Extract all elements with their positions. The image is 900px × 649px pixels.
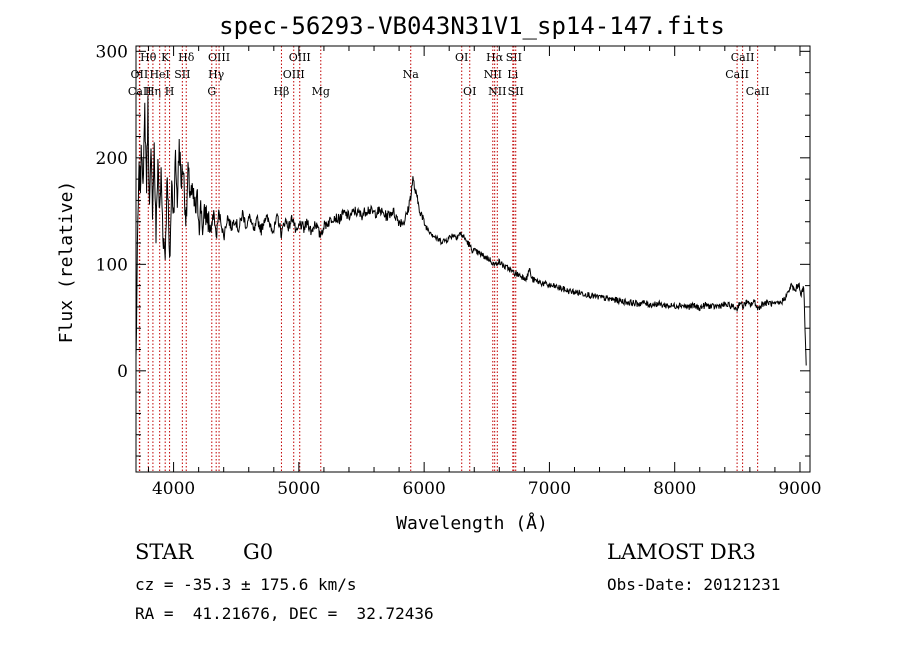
y-axis-label: Flux (relative) bbox=[56, 181, 77, 344]
line-label-0: Hθ bbox=[140, 51, 157, 64]
line-label-8: Hδ bbox=[178, 51, 195, 64]
y-tick-label-0: 0 bbox=[117, 362, 128, 382]
line-label-19: Hα bbox=[486, 51, 504, 64]
line-label-6: SII bbox=[174, 68, 190, 81]
redshift-velocity: cz = -35.3 ± 175.6 km/s bbox=[135, 575, 357, 594]
x-tick-label-4000: 4000 bbox=[152, 479, 195, 499]
line-label-20: SII bbox=[506, 51, 522, 64]
x-tick-label-6000: 6000 bbox=[403, 479, 446, 499]
survey-name: LAMOST DR3 bbox=[607, 540, 756, 564]
object-class: STAR bbox=[135, 540, 194, 564]
line-label-2: CaII bbox=[128, 85, 152, 98]
line-markers: HθOIICaIIHηHeIKSIIHHδOIIIHγGHβOIIIOIIIMg… bbox=[128, 46, 770, 472]
spectrum-line bbox=[135, 95, 807, 366]
plot-frame bbox=[135, 45, 811, 473]
object-subclass: G0 bbox=[243, 540, 274, 564]
y-tick-label-200: 200 bbox=[96, 149, 128, 169]
line-label-17: OI bbox=[455, 51, 468, 64]
y-tick-label-300: 300 bbox=[96, 42, 128, 62]
spectrum-layer bbox=[135, 95, 807, 366]
line-label-9: OIII bbox=[208, 51, 230, 64]
line-label-24: SII bbox=[508, 85, 524, 98]
line-label-26: CaII bbox=[725, 68, 749, 81]
line-label-12: Hβ bbox=[273, 85, 289, 98]
line-label-11: G bbox=[207, 85, 216, 98]
line-label-13: OIII bbox=[289, 51, 311, 64]
line-label-7: H bbox=[165, 85, 175, 98]
line-label-10: Hγ bbox=[208, 68, 225, 81]
line-label-14: OIII bbox=[283, 68, 305, 81]
axes: 4000 5000 6000 7000 8000 9000 0 100 200 300 bbox=[96, 42, 822, 499]
line-label-5: K bbox=[161, 51, 170, 64]
observation-date: Obs-Date: 20121231 bbox=[607, 575, 781, 594]
line-label-16: Na bbox=[403, 68, 420, 81]
line-label-25: CaII bbox=[731, 51, 755, 64]
x-tick-label-9000: 9000 bbox=[778, 479, 821, 499]
x-axis-label: Wavelength (Å) bbox=[396, 512, 548, 534]
x-tick-label-8000: 8000 bbox=[653, 479, 696, 499]
line-label-21: NII bbox=[484, 68, 502, 81]
chart-title: spec-56293-VB043N31V1_sp14-147.fits bbox=[219, 12, 725, 40]
x-tick-label-7000: 7000 bbox=[528, 479, 571, 499]
line-label-15: Mg bbox=[312, 85, 330, 98]
y-tick-label-100: 100 bbox=[96, 255, 128, 275]
line-label-27: CaII bbox=[746, 85, 770, 98]
line-label-23: NII bbox=[488, 85, 506, 98]
line-label-22: Li bbox=[507, 68, 518, 81]
line-label-4: HeI bbox=[149, 68, 169, 81]
x-tick-label-5000: 5000 bbox=[277, 479, 320, 499]
line-label-3: Hη bbox=[145, 85, 161, 98]
coordinates: RA = 41.21676, DEC = 32.72436 bbox=[135, 604, 434, 623]
line-label-18: OI bbox=[463, 85, 476, 98]
